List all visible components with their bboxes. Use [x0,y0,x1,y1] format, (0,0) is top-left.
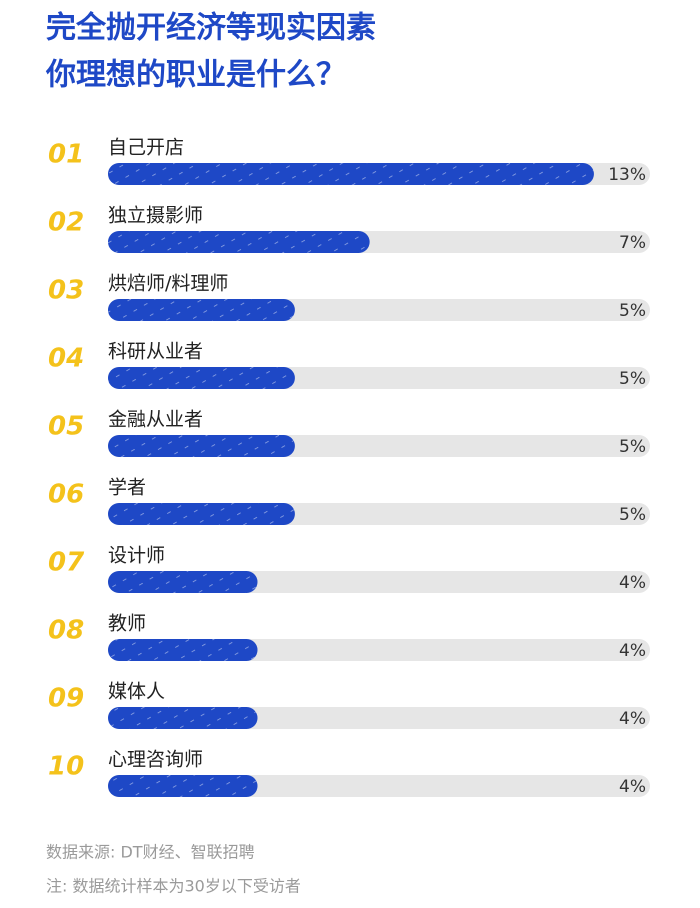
bar-texture [108,367,295,389]
bar-texture [108,163,594,185]
footnote: 注: 数据统计样本为30岁以下受访者 [46,877,301,896]
value-label: 13% [608,165,646,185]
bar-texture [108,503,295,525]
rank-label: 09 [48,684,84,714]
rank-label: 07 [48,548,85,578]
bar-texture [108,775,258,797]
category-label: 媒体人 [108,681,165,703]
rank-label: 04 [48,344,84,374]
value-label: 4% [619,777,646,797]
source-note: 数据来源: DT财经、智联招聘 [46,843,255,862]
bar-texture [108,707,258,729]
rank-label: 05 [48,412,84,442]
rank-label: 01 [48,140,84,170]
category-label: 科研从业者 [108,341,203,363]
value-label: 4% [619,573,646,593]
value-label: 5% [619,369,646,389]
category-label: 教师 [108,613,146,635]
value-label: 5% [619,505,646,525]
category-label: 学者 [108,477,146,499]
category-label: 烘焙师/料理师 [108,273,228,295]
category-label: 金融从业者 [108,409,203,431]
chart-title: 完全抛开经济等现实因素 [46,11,376,46]
category-label: 独立摄影师 [108,205,203,227]
value-label: 4% [619,641,646,661]
value-label: 5% [619,301,646,321]
bar-texture [108,639,258,661]
category-label: 心理咨询师 [108,749,203,771]
rank-label: 03 [48,276,84,306]
value-label: 4% [619,709,646,729]
category-label: 设计师 [108,545,165,567]
rank-label: 06 [48,480,84,510]
rank-label: 02 [48,208,84,238]
rank-label: 10 [48,752,84,782]
bar-texture [108,299,295,321]
bar-texture [108,571,258,593]
value-label: 7% [619,233,646,253]
bar-texture [108,231,370,253]
chart-title: 你理想的职业是什么？ [45,58,346,93]
category-label: 自己开店 [108,137,184,159]
rank-label: 08 [48,616,84,646]
bar-texture [108,435,295,457]
value-label: 5% [619,437,646,457]
